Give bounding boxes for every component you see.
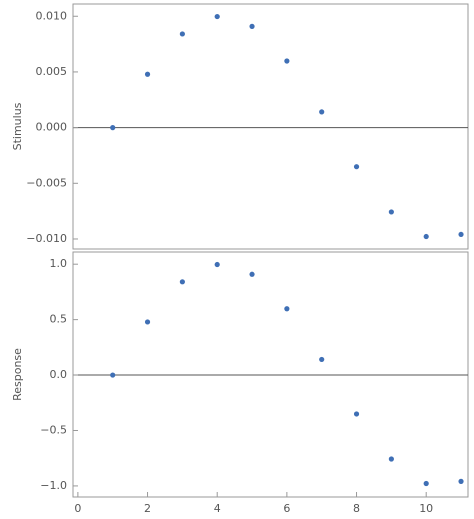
y-tick-label: 0.005 xyxy=(36,65,68,78)
point xyxy=(144,71,151,77)
point xyxy=(179,31,185,37)
point xyxy=(179,279,185,285)
point xyxy=(353,164,360,170)
point xyxy=(144,319,151,325)
point xyxy=(458,478,464,484)
point xyxy=(249,271,255,277)
point xyxy=(423,233,429,240)
x-tick-label: 2 xyxy=(144,502,151,515)
point xyxy=(214,261,220,268)
y-axis-label: Stimulus xyxy=(11,102,24,150)
point xyxy=(110,125,116,131)
point xyxy=(319,109,325,115)
x-tick-label: 0 xyxy=(74,502,81,515)
y-tick-label: 1.0 xyxy=(50,257,68,270)
plot-frame xyxy=(72,251,469,498)
point xyxy=(388,209,394,215)
y-tick-label: 0.5 xyxy=(50,313,68,326)
point xyxy=(388,456,394,462)
x-tick-label: 6 xyxy=(283,502,290,515)
point xyxy=(214,13,220,20)
point xyxy=(284,306,290,312)
y-tick-label: −0.5 xyxy=(40,423,67,436)
y-tick-label: 0.010 xyxy=(36,9,68,22)
x-tick-label: 10 xyxy=(419,502,433,515)
y-tick-label: −1.0 xyxy=(40,479,67,492)
point xyxy=(110,372,116,378)
point xyxy=(458,231,464,238)
x-tick-label: 4 xyxy=(214,502,221,515)
point xyxy=(284,58,290,64)
point xyxy=(249,23,255,29)
point xyxy=(353,411,360,417)
plot-frame xyxy=(72,3,469,250)
y-tick-label: −0.005 xyxy=(26,176,67,189)
x-tick-label: 8 xyxy=(353,502,360,515)
y-tick-label: 0.000 xyxy=(36,121,68,134)
y-tick-label: 0.0 xyxy=(50,368,68,381)
y-axis-label: Response xyxy=(11,348,24,401)
y-tick-label: −0.010 xyxy=(26,232,67,245)
point xyxy=(319,356,325,363)
point xyxy=(423,480,429,487)
